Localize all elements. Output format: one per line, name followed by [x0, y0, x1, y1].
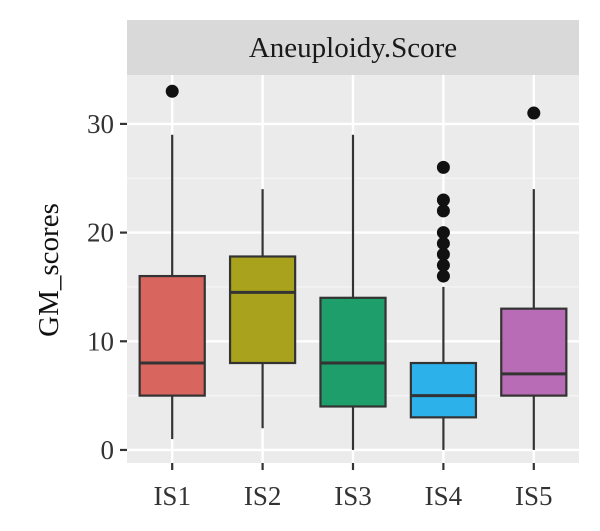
outlier-point — [436, 193, 450, 207]
x-tick-label: IS5 — [515, 481, 553, 511]
box-is5 — [500, 106, 568, 450]
box-iqr — [319, 296, 387, 408]
outlier-point — [527, 106, 541, 120]
x-tick-label: IS1 — [153, 481, 191, 511]
facet-title: Aneuploidy.Score — [249, 32, 457, 64]
outlier-point — [436, 204, 450, 218]
x-tick-label: IS2 — [244, 481, 282, 511]
outlier-point — [436, 258, 450, 272]
facet-strip — [127, 20, 579, 75]
box-is3 — [319, 134, 387, 450]
box-is2 — [228, 189, 297, 429]
x-tick-label: IS3 — [334, 481, 372, 511]
box-iqr — [138, 274, 206, 397]
outlier-point — [436, 236, 450, 250]
x-axis: IS1 IS2 IS3 IS4 IS5 — [153, 463, 553, 511]
boxes-layer — [138, 84, 568, 450]
y-tick-label: 10 — [87, 326, 114, 356]
box-is1 — [138, 84, 206, 440]
y-axis: 0 10 20 30 — [87, 109, 127, 465]
box-iqr — [500, 307, 568, 397]
box-iqr — [409, 361, 478, 419]
y-axis-title: GM_scores — [33, 203, 65, 337]
box-is4 — [409, 160, 478, 450]
y-tick-label: 20 — [87, 218, 114, 248]
outlier-point — [436, 226, 450, 240]
x-tick-label: IS4 — [425, 481, 463, 511]
outlier-point — [165, 84, 179, 98]
y-tick-label: 30 — [87, 109, 114, 139]
outlier-point — [436, 269, 450, 283]
outlier-point — [436, 247, 450, 261]
outlier-point — [436, 160, 450, 174]
box-iqr — [228, 255, 297, 365]
y-tick-label: 0 — [101, 435, 115, 465]
